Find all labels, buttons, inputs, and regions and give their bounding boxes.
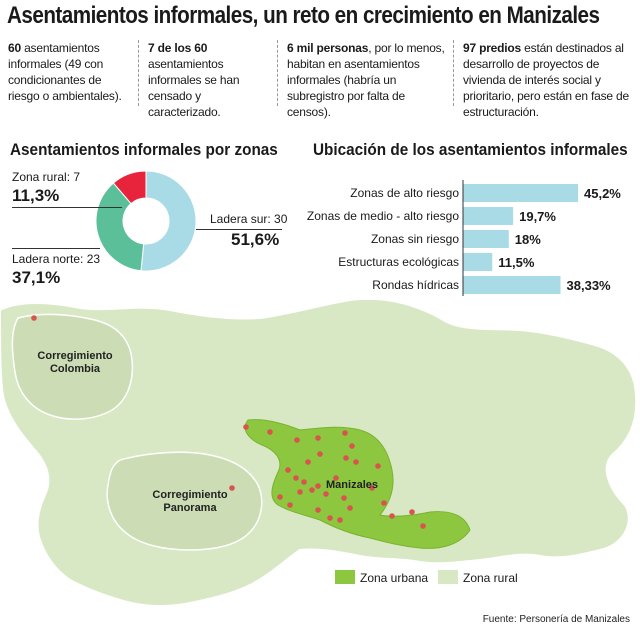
legend-label-rural: Zona rural <box>463 571 518 585</box>
urban-area <box>244 419 471 549</box>
settlement-dot <box>342 430 348 436</box>
donut-slice-sur <box>140 170 197 272</box>
map-label-panorama: Corregimiento Panorama <box>152 489 228 514</box>
infographic-title: Asentamientos informales, un reto en cre… <box>7 2 600 29</box>
settlement-dot <box>317 451 323 457</box>
legend-label-urban: Zona urbana <box>360 571 429 585</box>
settlement-dot <box>315 483 321 489</box>
settlement-dot <box>293 475 299 481</box>
stat-people: 6 mil personas, por lo menos, habitan en… <box>287 41 445 119</box>
settlement-dot <box>301 479 307 485</box>
settlement-dot <box>285 467 291 473</box>
stat-settlements: 60 asentamientos informales (49 con cond… <box>8 41 122 103</box>
legend-swatch-rural <box>438 570 458 584</box>
legend-swatch-urban <box>335 570 355 584</box>
donut-section-title: Asentamientos informales por zonas <box>10 140 278 159</box>
settlement-dot <box>381 500 387 506</box>
donut-slice-rural <box>112 170 147 205</box>
settlement-dot <box>267 429 273 435</box>
bar-category-label: Zonas de medio - alto riesgo <box>307 209 459 223</box>
settlement-dot <box>243 424 249 430</box>
bar-category-label: Zonas sin riesgo <box>371 232 459 246</box>
settlement-dot <box>323 491 329 497</box>
settlement-dot <box>31 315 37 321</box>
map-label-manizales: Manizales <box>326 479 378 491</box>
bar-value-label: 45,2% <box>584 186 621 201</box>
settlement-dot <box>287 502 293 508</box>
settlement-dot <box>409 509 415 515</box>
donut-label-norte: Ladera norte: 23 <box>12 252 101 266</box>
donut-label-sur: Ladera sur: 30 <box>210 212 288 226</box>
settlement-dot <box>389 513 395 519</box>
divider <box>453 40 454 106</box>
settlement-dot <box>337 517 343 523</box>
bar-value-label: 18% <box>515 232 541 247</box>
bar <box>463 184 578 202</box>
divider <box>277 40 278 106</box>
settlement-dot <box>277 494 283 500</box>
settlement-dot <box>333 475 339 481</box>
bar <box>463 207 514 225</box>
settlement-dot <box>229 485 235 491</box>
bar <box>463 276 561 294</box>
settlement-dot <box>294 437 300 443</box>
settlement-dot <box>309 487 315 493</box>
settlement-dot <box>375 463 381 469</box>
settlement-dot <box>369 485 375 491</box>
settlement-dot <box>343 455 349 461</box>
donut-label-rural: Zona rural: 7 <box>12 170 81 184</box>
stat-censused: 7 de los 60 asentamientos informales se … <box>148 41 240 119</box>
settlement-dot <box>347 505 353 511</box>
settlement-dot <box>305 459 311 465</box>
settlement-dot <box>315 507 321 513</box>
leader-line <box>12 207 122 208</box>
settlement-dot <box>420 523 426 529</box>
stat-lots: 97 predios están destinados al desarroll… <box>463 41 629 119</box>
leader-line <box>12 248 100 249</box>
settlement-dot <box>349 443 355 449</box>
map <box>0 300 638 608</box>
donut-pct-norte: 37,1% <box>12 268 61 287</box>
donut-slice-norte <box>95 182 145 272</box>
bar-category-label: Zonas de alto riesgo <box>350 186 459 200</box>
settlement-dot <box>327 515 333 521</box>
divider <box>138 40 139 106</box>
bar-chart: Zonas de alto riesgo 45,2% Zonas de medio … <box>307 180 621 296</box>
settlement-dot <box>315 435 321 441</box>
bar-category-label: Estructuras ecológicas <box>338 255 459 269</box>
source-note: Fuente: Personería de Manizales <box>482 614 630 625</box>
bar-category-label: Rondas hídricas <box>372 278 459 292</box>
settlement-dot <box>297 489 303 495</box>
donut-pct-rural: 11,3% <box>12 186 60 205</box>
bar-value-label: 11,5% <box>498 255 535 270</box>
bar-value-label: 38,33% <box>567 278 612 293</box>
leader-line <box>196 229 282 230</box>
settlement-dots <box>31 315 426 529</box>
bar-section-title: Ubicación de los asentamientos informale… <box>313 140 628 159</box>
settlement-dot <box>353 459 359 465</box>
bar <box>463 253 493 271</box>
map-label-colombia: Corregimiento Colombia <box>37 350 113 375</box>
bar-value-label: 19,7% <box>519 209 556 224</box>
donut-pct-sur: 51,6% <box>231 230 280 249</box>
bar <box>463 230 509 248</box>
settlement-dot <box>341 495 347 501</box>
